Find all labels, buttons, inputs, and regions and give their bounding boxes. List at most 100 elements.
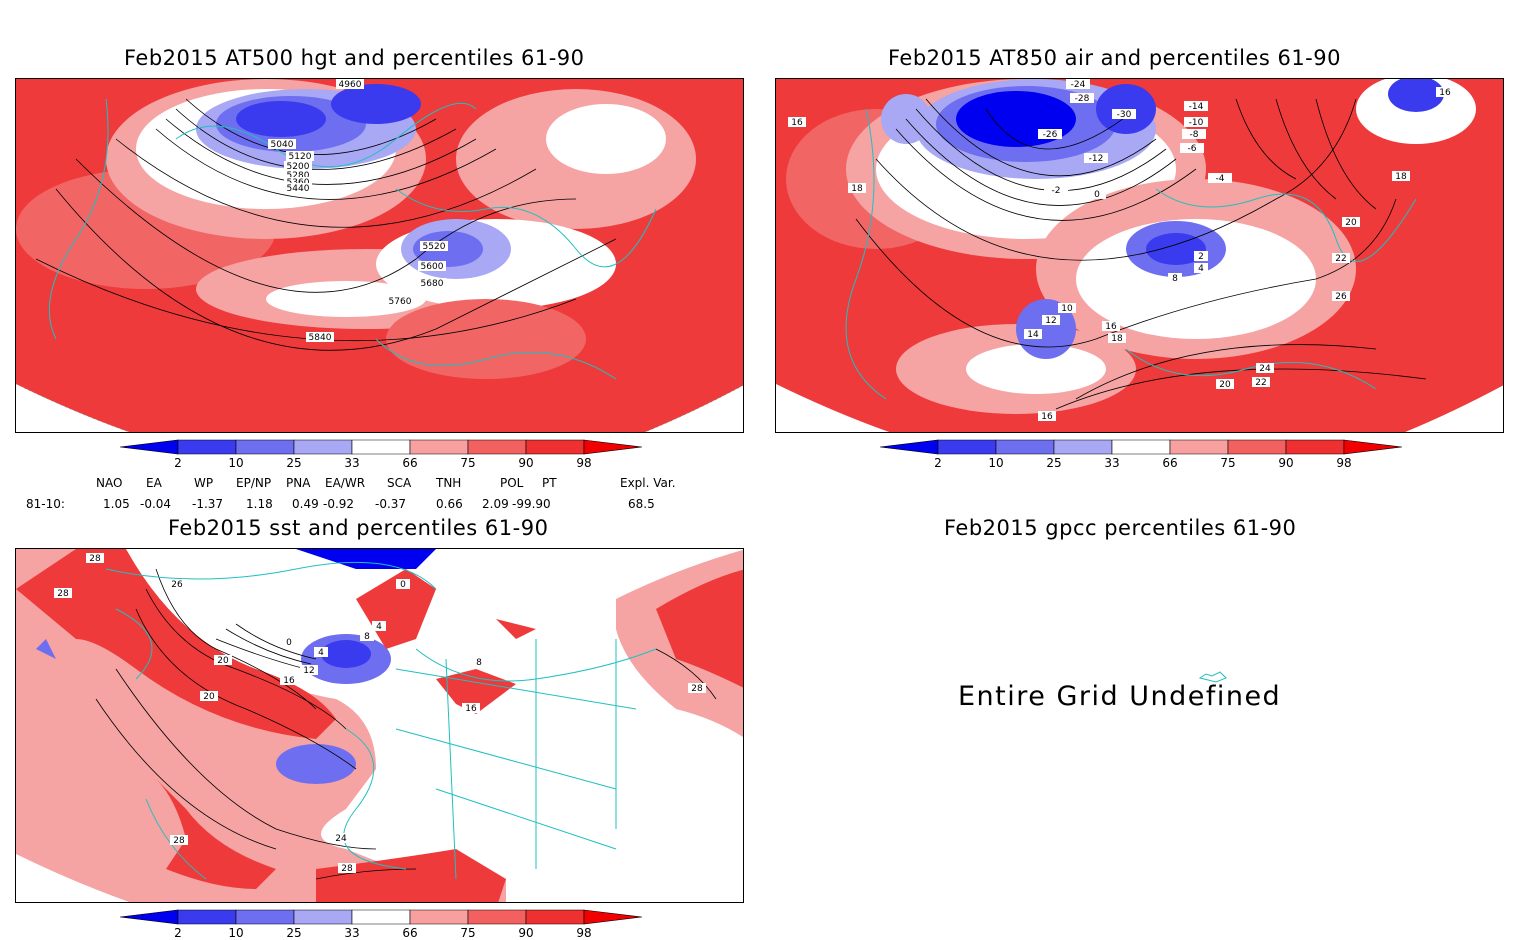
idx-v: 2.09 xyxy=(482,497,509,511)
contour-label: 20 xyxy=(203,692,215,702)
contour-label: -28 xyxy=(1075,94,1090,104)
colorbar-segment xyxy=(995,439,1055,455)
contour-label: 4 xyxy=(318,648,324,658)
contour-label: 0 xyxy=(400,580,406,590)
undefined-grid-message: Entire Grid Undefined xyxy=(958,681,1282,712)
contour-label: 12 xyxy=(303,666,314,676)
contour-label: 4960 xyxy=(339,80,362,90)
contour-label: 5120 xyxy=(289,152,312,162)
contour-label: 28 xyxy=(89,554,101,564)
contour-label: 16 xyxy=(1439,88,1451,98)
contour-label: -24 xyxy=(1071,80,1086,90)
colorbar-segment xyxy=(293,439,353,455)
colorbar-segment xyxy=(525,909,585,925)
idx-h: EA/WR xyxy=(325,476,366,490)
colorbar-segment xyxy=(351,909,411,925)
idx-h: WP xyxy=(194,476,214,490)
air-map-panel: -24 -26 -28 -30 -14 -12 -10 -8 -6 -4 -2 … xyxy=(775,78,1504,433)
contour-label: 5680 xyxy=(421,279,444,289)
idx-v: 1.18 xyxy=(246,497,273,511)
contour-label: 2 xyxy=(1198,252,1204,262)
hgt-map-panel: 4960 5040 5120 5200 5280 5360 5440 5520 … xyxy=(15,78,744,433)
colorbar-hgt: 2 10 25 33 66 75 90 98 xyxy=(119,439,643,470)
colorbar-segment xyxy=(583,909,643,925)
idx-h: POL xyxy=(500,476,524,490)
colorbar-tick-label: 66 xyxy=(402,926,417,940)
colorbar-tick-label: 10 xyxy=(228,926,243,940)
contour-label: -2 xyxy=(1052,186,1061,196)
contour-label: 18 xyxy=(851,184,863,194)
contour-label: 16 xyxy=(465,704,477,714)
contour-label: 5040 xyxy=(271,140,294,150)
contour-label: 12 xyxy=(1045,316,1056,326)
contour-label: 26 xyxy=(171,580,183,590)
contour-label: 5600 xyxy=(421,262,444,272)
colorbar-tick-label: 2 xyxy=(934,456,942,470)
colorbar-sst: 2 10 25 33 66 75 90 98 xyxy=(119,909,643,940)
colorbar-tick-label: 33 xyxy=(344,456,359,470)
contour-label: 22 xyxy=(1255,378,1266,388)
sst-map-panel: 28 28 26 28 20 0 0 4 4 8 8 12 16 20 24 2… xyxy=(15,548,744,903)
colorbar-segment xyxy=(583,439,643,455)
colorbar-segment xyxy=(1227,439,1287,455)
contour-label: 18 xyxy=(1111,334,1123,344)
colorbar-segment xyxy=(1343,439,1403,455)
colorbar-segment xyxy=(119,909,179,925)
contour-label: 4 xyxy=(1198,264,1204,274)
contour-label: 28 xyxy=(173,836,185,846)
colorbar-tick-label: 25 xyxy=(1046,456,1061,470)
colorbar-segment xyxy=(467,909,527,925)
colorbar-tick-label: 2 xyxy=(174,456,182,470)
contour-label: -6 xyxy=(1188,144,1197,154)
sst-map: 28 28 26 28 20 0 0 4 4 8 8 12 16 20 24 2… xyxy=(16,549,743,902)
colorbar-segment xyxy=(1285,439,1345,455)
colorbar-segment xyxy=(1111,439,1171,455)
contour-label: 24 xyxy=(335,834,347,844)
contour-label: 16 xyxy=(283,676,295,686)
contour-label: 16 xyxy=(791,118,803,128)
colorbar-tick-label: 90 xyxy=(1278,456,1293,470)
colorbar-segment xyxy=(235,439,295,455)
colorbar-tick-label: 2 xyxy=(174,926,182,940)
colorbar-segment xyxy=(351,439,411,455)
colorbar-tick-label: 75 xyxy=(460,926,475,940)
contour-label: 20 xyxy=(217,656,229,666)
contour-label: 28 xyxy=(691,684,703,694)
colorbar-segment xyxy=(409,909,469,925)
colorbar-tick-label: 98 xyxy=(576,456,591,470)
idx-h: NAO xyxy=(96,476,123,490)
colorbar-tick-label: 33 xyxy=(1104,456,1119,470)
contour-label: 0 xyxy=(1094,190,1100,200)
contour-label: 14 xyxy=(1027,330,1039,340)
contour-label: -4 xyxy=(1216,174,1225,184)
panel-title-hgt: Feb2015 AT500 hgt and percentiles 61-90 xyxy=(124,46,585,70)
air-map: -24 -26 -28 -30 -14 -12 -10 -8 -6 -4 -2 … xyxy=(776,79,1503,432)
contour-label: 8 xyxy=(364,632,370,642)
contour-label: -30 xyxy=(1117,110,1132,120)
contour-label: 20 xyxy=(1219,380,1231,390)
contour-label: 5200 xyxy=(287,162,310,172)
contour-label: 8 xyxy=(1172,274,1178,284)
colorbar-segment xyxy=(119,439,179,455)
colorbar-tick-label: 98 xyxy=(1336,456,1351,470)
contour-label: 5440 xyxy=(287,184,310,194)
contour-label: -14 xyxy=(1189,102,1204,112)
contour-label: 0 xyxy=(286,638,292,648)
panel-title-sst: Feb2015 sst and percentiles 61-90 xyxy=(168,516,549,540)
idx-v: 1.05 xyxy=(103,497,130,511)
contour-label: 26 xyxy=(1335,292,1347,302)
colorbar-tick-label: 25 xyxy=(286,926,301,940)
colorbar-segment xyxy=(879,439,939,455)
colorbar-segment xyxy=(937,439,997,455)
colorbar-tick-label: 75 xyxy=(460,456,475,470)
contour-label: 24 xyxy=(1259,364,1271,374)
contour-label: 5520 xyxy=(423,242,446,252)
colorbar-segment xyxy=(1169,439,1229,455)
idx-v: -0.04 xyxy=(140,497,172,511)
contour-label: 20 xyxy=(1345,218,1357,228)
contour-label: -8 xyxy=(1190,130,1199,140)
idx-h: PNA xyxy=(286,476,311,490)
colorbar-segment xyxy=(177,439,237,455)
contour-label: 28 xyxy=(57,589,69,599)
idx-h: SCA xyxy=(387,476,412,490)
